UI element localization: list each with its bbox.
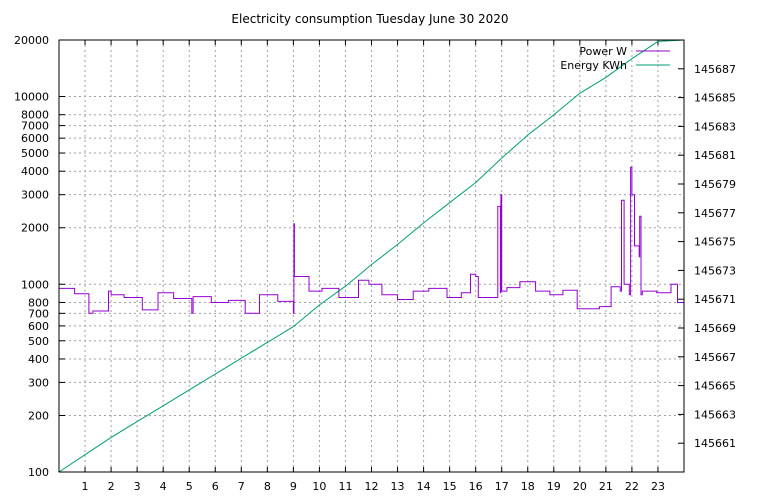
y2-tick-label: 145675 [694,236,736,249]
y2-tick-label: 145685 [694,92,736,105]
y2-tick-label: 145663 [694,408,736,421]
x-tick-label: 10 [312,480,326,493]
y-tick-label: 3000 [21,189,49,202]
y2-tick-label: 145673 [694,264,736,277]
y-tick-label: 6000 [21,132,49,145]
y2-tick-label: 145683 [694,120,736,133]
x-tick-label: 7 [238,480,245,493]
power-line [59,166,684,314]
x-tick-label: 17 [495,480,509,493]
x-tick-label: 13 [391,480,405,493]
y2-tick-label: 145661 [694,437,736,450]
y2-tick-label: 145679 [694,178,736,191]
x-tick-label: 1 [82,480,89,493]
x-tick-label: 6 [212,480,219,493]
energy-line [58,39,685,473]
y-tick-label: 600 [28,320,49,333]
y2-tick-label: 145667 [694,351,736,364]
grid [59,40,684,472]
ticks: 1 2 3 4 5 6 7 8 9 10 11 12 13 14 15 16 17 18 19 20 21 22 23100… [14,34,736,493]
chart-title: Electricity consumption Tuesday June 30 … [231,12,508,26]
x-tick-label: 4 [160,480,167,493]
x-tick-label: 2 [108,480,115,493]
x-tick-label: 14 [417,480,431,493]
x-tick-label: 21 [599,480,613,493]
x-tick-label: 9 [290,480,297,493]
y-tick-label: 400 [28,353,49,366]
y-tick-label: 500 [28,335,49,348]
x-tick-label: 20 [573,480,587,493]
x-tick-label: 18 [521,480,535,493]
y-tick-label: 1000 [21,278,49,291]
y-tick-label: 20000 [14,34,49,47]
y-tick-label: 8000 [21,109,49,122]
y-tick-label: 300 [28,376,49,389]
y-tick-label: 4000 [21,165,49,178]
y2-tick-label: 145665 [694,380,736,393]
y-tick-label: 2000 [21,222,49,235]
x-tick-label: 11 [338,480,352,493]
y-tick-label: 800 [28,296,49,309]
legend-label: Energy KWh [560,59,627,72]
y2-tick-label: 145669 [694,322,736,335]
y-tick-label: 7000 [21,120,49,133]
x-tick-label: 23 [651,480,665,493]
plot-area [58,39,685,473]
y2-tick-label: 145671 [694,293,736,306]
y2-tick-label: 145681 [694,149,736,162]
y-tick-label: 10000 [14,91,49,104]
y-tick-label: 5000 [21,147,49,160]
x-tick-label: 3 [134,480,141,493]
x-tick-label: 16 [469,480,483,493]
legend-label: Power W [579,45,627,58]
x-tick-label: 19 [547,480,561,493]
x-tick-label: 8 [264,480,271,493]
x-tick-label: 22 [625,480,639,493]
y-tick-label: 100 [28,466,49,479]
y-tick-label: 700 [28,307,49,320]
x-tick-label: 12 [365,480,379,493]
x-tick-label: 5 [186,480,193,493]
y2-tick-label: 145687 [694,63,736,76]
plot-frame [58,39,685,473]
y-tick-label: 200 [28,409,49,422]
y2-tick-label: 145677 [694,207,736,220]
x-tick-label: 15 [443,480,457,493]
